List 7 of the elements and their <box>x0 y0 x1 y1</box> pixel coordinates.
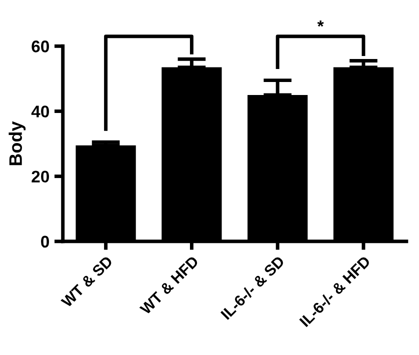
y-tick-label: 40 <box>31 106 49 118</box>
y-tick-label: 20 <box>32 170 49 183</box>
y-tick-label: 60 <box>32 40 49 52</box>
x-tick-label: WT & SD <box>60 255 114 308</box>
y-axis-title: Body <box>8 121 26 166</box>
text: * <box>317 20 324 27</box>
y-tick-label: 0 <box>41 236 49 248</box>
